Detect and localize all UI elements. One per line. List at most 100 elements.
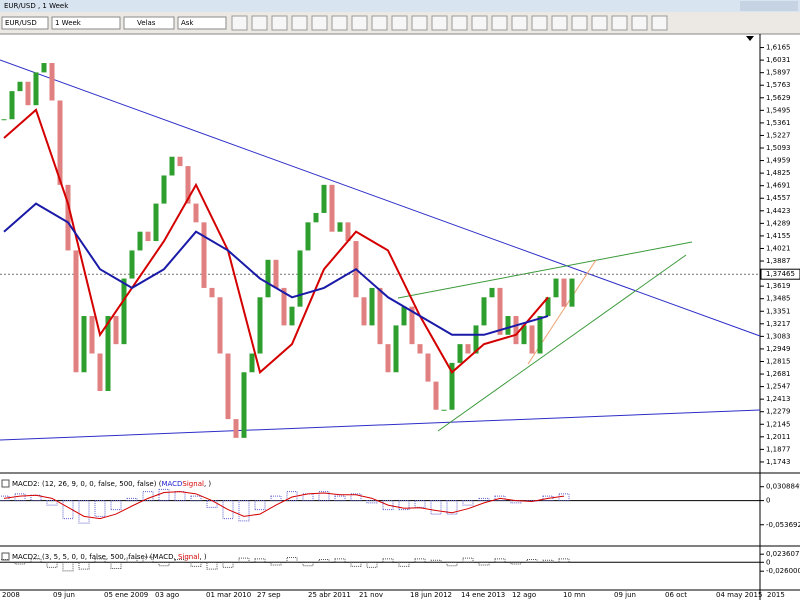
toolbar-icons: [231, 15, 668, 31]
scroll-marker[interactable]: [746, 36, 754, 41]
histogram-bar: [478, 497, 490, 502]
histogram-bar: [110, 561, 122, 569]
toolbar-button[interactable]: [271, 15, 288, 31]
style-select[interactable]: [123, 16, 175, 30]
histogram-bar: [462, 557, 474, 563]
histogram-bar: [46, 561, 58, 568]
candle: [33, 72, 39, 106]
candle: [113, 316, 119, 345]
collapse-box[interactable]: [1, 479, 10, 488]
toolbar-button[interactable]: [571, 15, 588, 31]
candle: [41, 63, 47, 73]
window-controls[interactable]: [740, 1, 798, 11]
toolbar-button[interactable]: [391, 15, 408, 31]
candle: [201, 222, 207, 288]
y-tick-label: 1,1877: [766, 445, 791, 453]
candle: [361, 297, 367, 326]
histogram-bar: [302, 561, 314, 567]
candle: [521, 325, 527, 345]
candle: [97, 353, 103, 392]
toolbar-button[interactable]: [491, 15, 508, 31]
toolbar-button[interactable]: [471, 15, 488, 31]
label-part: Signal: [182, 480, 204, 488]
period-select[interactable]: [51, 16, 121, 30]
candle: [489, 287, 495, 298]
toolbar-button[interactable]: [411, 15, 428, 31]
price-side: Ask: [181, 19, 194, 27]
x-tick-label: 2015: [767, 591, 785, 599]
toolbar-button[interactable]: [631, 15, 648, 31]
histogram-bar: [510, 561, 522, 565]
histogram-bar: [222, 500, 234, 520]
candle: [1, 119, 7, 121]
toolbar-button[interactable]: [511, 15, 528, 31]
candle: [233, 419, 239, 438]
y-tick-label: 0: [766, 558, 770, 566]
symbol: EUR/USD: [5, 19, 37, 27]
symbol-select[interactable]: [1, 16, 49, 30]
histogram-bar: [446, 500, 458, 515]
histogram-bar: [318, 559, 330, 563]
toolbar-button[interactable]: [251, 15, 268, 31]
candle: [145, 231, 151, 242]
histogram-bar: [62, 561, 74, 572]
toolbar-button[interactable]: [351, 15, 368, 31]
histogram-bar: [78, 561, 90, 570]
toolbar-button[interactable]: [311, 15, 328, 31]
candle: [441, 409, 447, 411]
x-tick-label: 04 may 2015: [716, 591, 762, 599]
side-select[interactable]: [177, 16, 227, 30]
x-tick-label: 14 ene 2013: [461, 591, 505, 599]
histogram-bar: [14, 493, 26, 502]
toolbar-button[interactable]: [451, 15, 468, 31]
histogram-bar: [78, 500, 90, 524]
candle: [385, 344, 391, 373]
toolbar-button[interactable]: [651, 15, 668, 31]
y-tick-label: 1,4155: [766, 232, 791, 240]
candle: [481, 297, 487, 326]
y-tick-label: 1,4557: [766, 194, 791, 202]
toolbar-button[interactable]: [531, 15, 548, 31]
x-tick-label: 2008: [2, 591, 20, 599]
x-tick-label: 09 jun: [614, 591, 636, 599]
histogram-bar: [494, 558, 506, 563]
y-tick-label: 1,2681: [766, 370, 791, 378]
candle: [497, 287, 503, 335]
toolbar-button[interactable]: [331, 15, 348, 31]
candle: [513, 316, 519, 345]
toolbar-button[interactable]: [291, 15, 308, 31]
x-tick-label: 12 ago: [512, 591, 536, 599]
toolbar-button[interactable]: [551, 15, 568, 31]
toolbar-button[interactable]: [231, 15, 248, 31]
candle: [321, 184, 327, 213]
chart-style: Velas: [137, 19, 156, 27]
candle: [281, 287, 287, 326]
label-part: MACD: [161, 480, 182, 488]
y-tick-label: 1,3351: [766, 307, 791, 315]
y-tick-label: 1,3217: [766, 320, 791, 328]
candle: [193, 203, 199, 223]
indicator-label: MACD2: (12, 26, 9, 0, 0, false, 500, fal…: [12, 480, 211, 488]
trendlines: [0, 59, 761, 441]
toolbar-button[interactable]: [611, 15, 628, 31]
candle: [225, 353, 231, 420]
histogram-bar: [350, 561, 362, 567]
x-tick-label: 09 jun: [53, 591, 75, 599]
candle: [569, 278, 575, 307]
candle: [161, 175, 167, 204]
toolbar-button[interactable]: [591, 15, 608, 31]
y-tick-label: 0,0308849: [766, 483, 800, 491]
y-tick-label: 1,5897: [766, 69, 791, 77]
histogram-bar: [174, 559, 186, 563]
candle: [153, 203, 159, 242]
label-part: , ): [204, 480, 211, 488]
histogram-bar: [382, 500, 394, 511]
histogram-bar: [142, 556, 154, 563]
label-part: , ): [199, 553, 206, 561]
period: 1 Week: [55, 19, 82, 27]
histogram-bar: [542, 495, 554, 502]
toolbar-button[interactable]: [371, 15, 388, 31]
collapse-box[interactable]: [1, 552, 10, 561]
histogram-bar: [398, 561, 410, 567]
toolbar-button[interactable]: [431, 15, 448, 31]
